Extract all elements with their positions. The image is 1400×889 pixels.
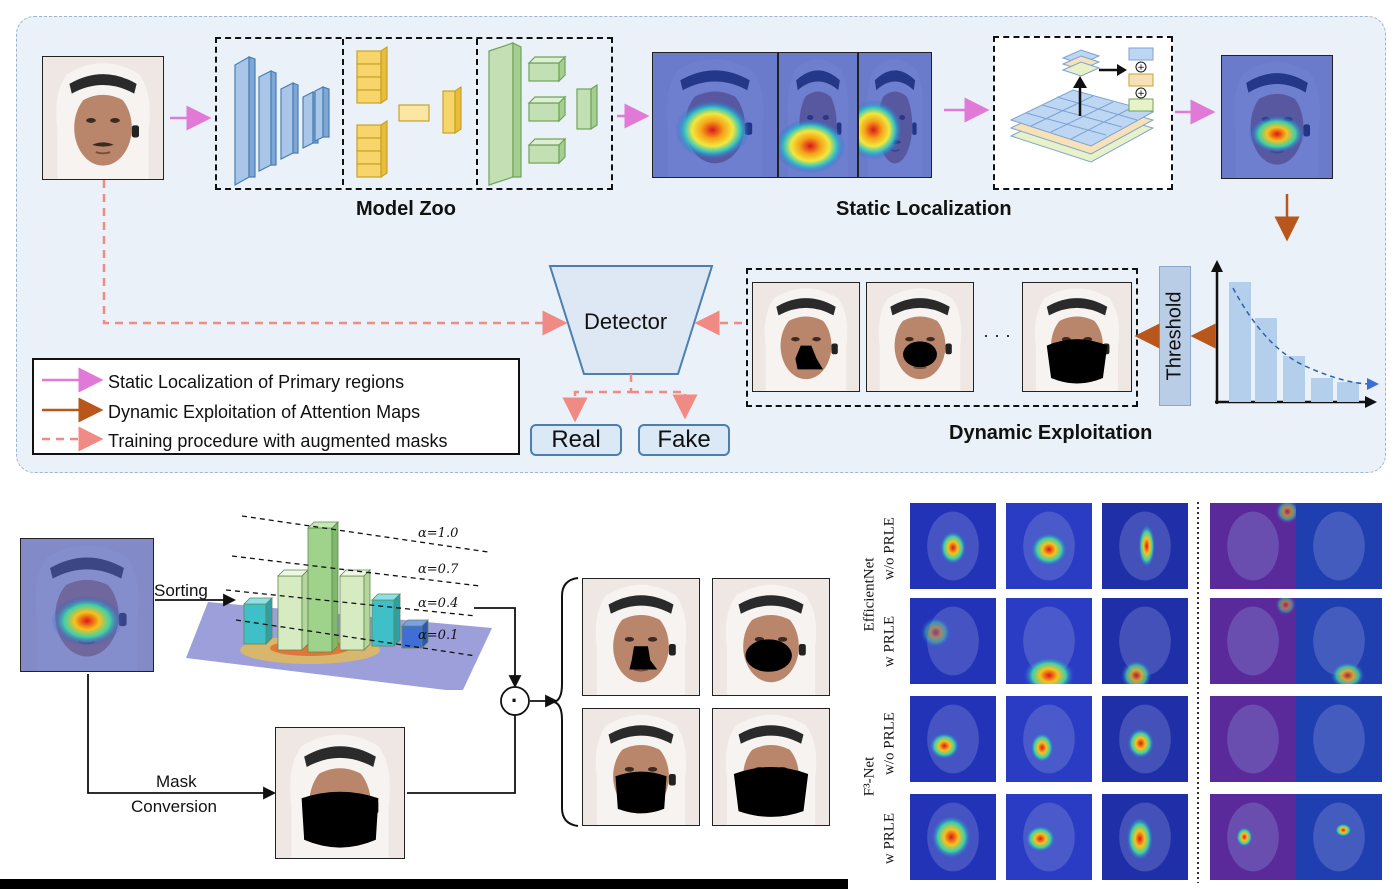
model-zoo-networks (234, 39, 598, 188)
masked-face-1 (752, 282, 860, 392)
detector-shape (548, 265, 714, 375)
bottom-black-bar (0, 879, 848, 889)
static-localization-label: Static Localization (836, 198, 1012, 220)
comparison-heatmap-cell (1296, 503, 1382, 589)
real-output: Real (530, 424, 622, 456)
fused-heatmap-image (1221, 55, 1333, 179)
augmented-mask-face-2 (712, 578, 830, 696)
sorting-label: Sorting (154, 581, 208, 600)
orange-arrows (1134, 194, 1300, 349)
ellipsis-text: · · · (983, 325, 1011, 345)
masked-face-3 (1022, 282, 1132, 392)
svg-text:+: + (1137, 89, 1145, 99)
conversion-label: Conversion (131, 797, 217, 816)
alpha-1-label: α=1.0 (418, 526, 459, 541)
legend-arrows (42, 367, 104, 452)
sorted-bar-chart (1211, 260, 1379, 408)
training-arrows (102, 180, 742, 423)
comparison-heatmap-cell (1296, 696, 1382, 782)
pink-arrows (170, 97, 1216, 131)
model-zoo-label: Model Zoo (356, 198, 456, 220)
comparison-heatmap-cell (910, 598, 996, 684)
group-label-efficientnet: EfficientNet (861, 557, 878, 632)
mask-label: Mask (156, 772, 197, 791)
row-label-efficientnet-without: w/o PRLE (881, 517, 898, 580)
heatmap-image-1 (652, 52, 778, 178)
pipeline-arrows (42, 97, 1300, 452)
comparison-heatmap-cell (1210, 696, 1296, 782)
input-face-image (42, 56, 164, 180)
model-zoo-box (215, 37, 613, 190)
row-label-f3net-without: w/o PRLE (881, 712, 898, 775)
legend-item-static: Static Localization of Primary regions (108, 372, 405, 392)
sorting-3d-plot (186, 515, 492, 690)
layer-stack-icon: + + (1009, 47, 1155, 163)
heatmap-image-3 (858, 52, 932, 178)
heatmap-image-2 (778, 52, 858, 178)
svg-text:+: + (1137, 63, 1145, 73)
group-label-f3net: F³-Net (861, 756, 878, 797)
augmented-mask-face-4 (712, 708, 830, 826)
fake-output: Fake (638, 424, 730, 456)
combine-operator: · (511, 688, 519, 713)
threshold-block: Threshold (1159, 266, 1191, 406)
comparison-heatmap-cell (1102, 598, 1188, 684)
row-label-efficientnet-with: w PRLE (881, 615, 898, 668)
comparison-heatmap-cell (1102, 696, 1188, 782)
legend-box: Static Localization of Primary regions D… (32, 358, 520, 455)
alpha-2-label: α=0.7 (418, 562, 459, 577)
dynamic-exploitation-label: Dynamic Exploitation (949, 422, 1153, 444)
brace-icon (553, 577, 579, 827)
comparison-heatmap-cell (1210, 794, 1296, 880)
comparison-grid (860, 500, 1390, 885)
alpha-3-label: α=0.4 (418, 596, 459, 611)
detector-label: Detector (584, 309, 668, 334)
comparison-heatmap-cell (1006, 503, 1092, 589)
comparison-heatmap-cell (910, 696, 996, 782)
row-label-f3net-with: w PRLE (881, 812, 898, 865)
augmented-mask-face-1 (582, 578, 700, 696)
comparison-heatmap-cell (1006, 598, 1092, 684)
augmented-mask-face-3 (582, 708, 700, 826)
comparison-heatmap-cell (1296, 794, 1382, 880)
cnn-green-icon (488, 42, 598, 186)
alpha-4-label: α=0.1 (418, 628, 459, 643)
comparison-heatmap-cell (1102, 794, 1188, 880)
legend-item-training: Training procedure with augmented masks (108, 431, 448, 451)
comparison-heatmap-cell (1210, 598, 1296, 684)
comparison-heatmap-cell (1006, 794, 1092, 880)
cnn-blue-icon (234, 55, 330, 187)
comparison-heatmap-cell (1210, 503, 1296, 589)
masked-face-2 (866, 282, 974, 392)
comparison-heatmap-cell (1102, 503, 1188, 589)
comparison-heatmap-cell (1296, 598, 1382, 684)
cnn-yellow-icon (356, 45, 462, 179)
comparison-heatmap-cell (1006, 696, 1092, 782)
grid-divider (1197, 502, 1199, 883)
localized-heatmap-face (20, 538, 154, 672)
comparison-heatmap-cell (910, 794, 996, 880)
comparison-heatmap-cell (910, 503, 996, 589)
mask-generation-arrows (87, 593, 559, 800)
legend-item-dynamic: Dynamic Exploitation of Attention Maps (108, 402, 421, 422)
